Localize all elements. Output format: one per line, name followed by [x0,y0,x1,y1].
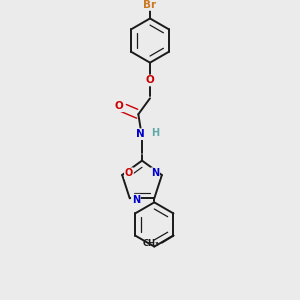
Text: H: H [151,128,159,138]
Text: N: N [136,129,145,139]
Text: O: O [146,76,154,85]
Text: O: O [125,168,133,178]
Text: N: N [151,168,159,178]
Text: O: O [114,101,123,111]
Text: Br: Br [143,0,157,10]
Text: N: N [132,195,140,205]
Text: CH₃: CH₃ [142,239,159,248]
